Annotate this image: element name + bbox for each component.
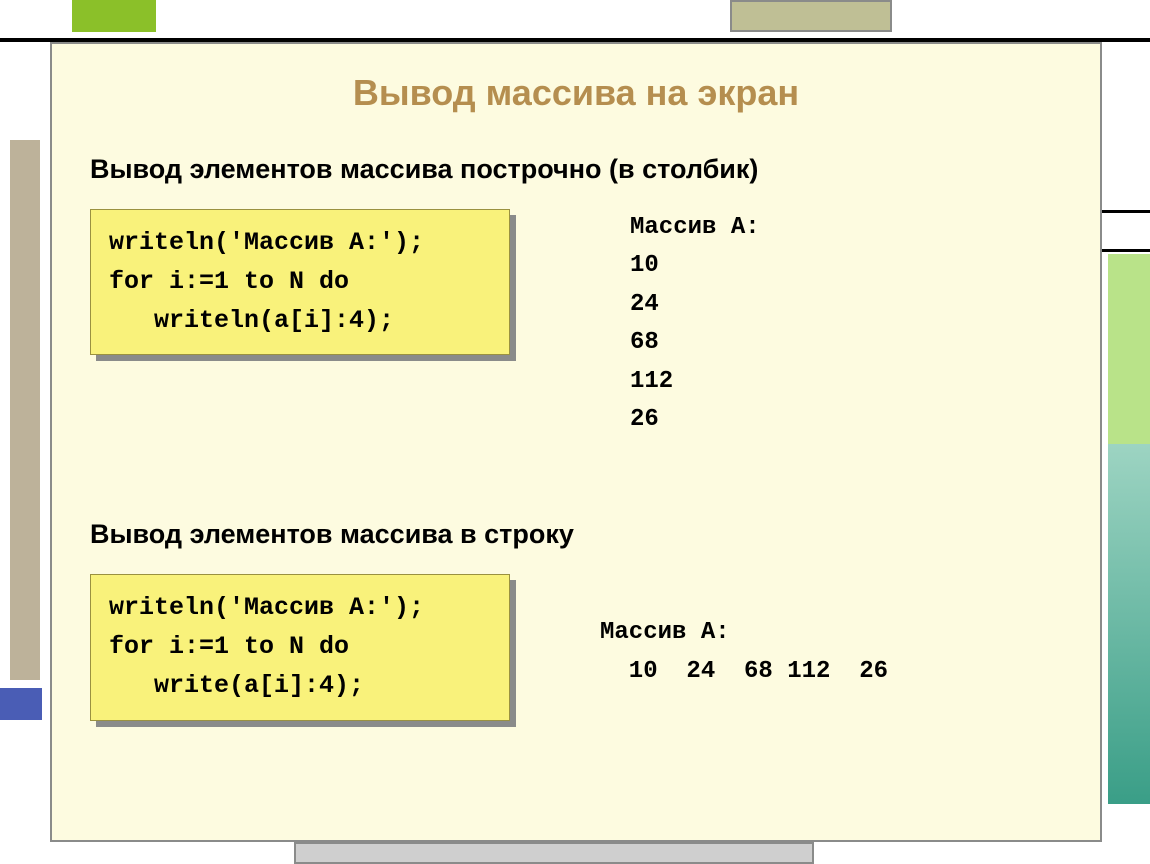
- decor-bottom-gray: [294, 842, 814, 864]
- slide: Вывод массива на экран Вывод элементов м…: [50, 42, 1102, 842]
- decor-top-olive: [730, 0, 892, 32]
- section2-row: writeln('Массив A:'); for i:=1 to N do w…: [90, 574, 1100, 720]
- code-box-1: writeln('Массив A:'); for i:=1 to N do w…: [90, 209, 510, 355]
- slide-title: Вывод массива на экран: [52, 72, 1100, 114]
- decor-top-green: [72, 0, 156, 32]
- decor-bottom-blue: [0, 688, 42, 720]
- output-1: Массив A: 10 24 68 112 26: [630, 209, 760, 439]
- code-box-2-wrap: writeln('Массив A:'); for i:=1 to N do w…: [90, 574, 510, 720]
- code-box-1-wrap: writeln('Массив A:'); for i:=1 to N do w…: [90, 209, 510, 355]
- code-box-2: writeln('Массив A:'); for i:=1 to N do w…: [90, 574, 510, 720]
- section1-row: writeln('Массив A:'); for i:=1 to N do w…: [90, 209, 1100, 439]
- decor-right-teal: [1108, 444, 1150, 804]
- output-2: Массив A: 10 24 68 112 26: [600, 614, 888, 691]
- decor-right-bar: [1102, 210, 1150, 252]
- section1-subtitle: Вывод элементов массива построчно (в сто…: [90, 154, 1100, 185]
- section2-subtitle: Вывод элементов массива в строку: [90, 519, 1100, 550]
- decor-left-taupe: [10, 140, 40, 680]
- decor-right-green: [1108, 254, 1150, 444]
